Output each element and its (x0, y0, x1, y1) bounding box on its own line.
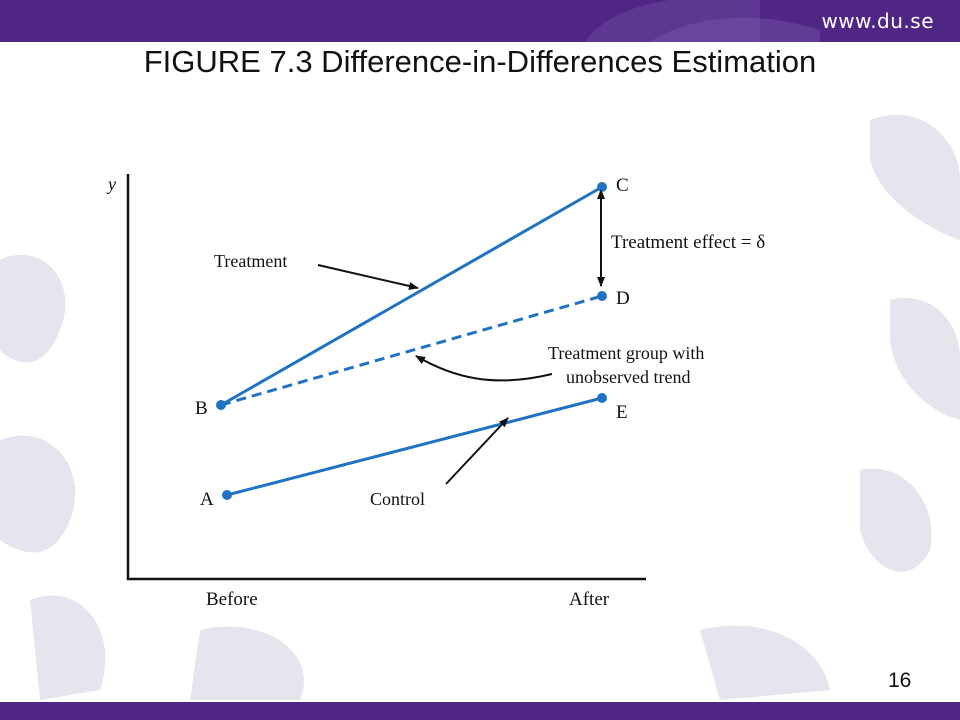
point-e (597, 393, 607, 403)
control-pointer-arrow (445, 417, 509, 485)
treatment-line (220, 185, 603, 407)
point-d (597, 291, 607, 301)
point-label-d: D (616, 288, 630, 309)
slide-number: 16 (888, 669, 912, 692)
point-label-a: A (200, 489, 214, 510)
treatment-pointer-arrow (317, 264, 419, 290)
unobserved-trend-line (220, 294, 603, 407)
unobserved-trend-pointer-arrow (415, 355, 553, 382)
treatment-effect-label: Treatment effect = δ (611, 232, 765, 253)
point-label-c: C (616, 175, 629, 196)
point-a (222, 490, 232, 500)
point-label-e: E (616, 402, 628, 423)
unobserved-trend-label-line1: Treatment group with (548, 343, 704, 363)
control-label: Control (370, 489, 425, 509)
header-bar: www.du.se (0, 0, 960, 42)
y-axis-label: y (106, 174, 116, 194)
treatment-label: Treatment (214, 251, 287, 271)
point-label-b: B (195, 398, 208, 419)
did-diagram: y Before After A B C D E Treatment effec… (106, 174, 765, 610)
site-url[interactable]: www.du.se (821, 9, 934, 33)
footer-bar (0, 702, 960, 720)
x-tick-after: After (569, 589, 610, 610)
point-b (216, 400, 226, 410)
diagram-panel: y Before After A B C D E Treatment effec… (94, 148, 826, 618)
x-tick-before: Before (206, 589, 258, 610)
control-line (226, 396, 603, 497)
header-decor (585, 0, 820, 42)
unobserved-trend-label-line2: unobserved trend (566, 367, 690, 387)
slide-title: FIGURE 7.3 Difference-in-Differences Est… (143, 44, 817, 79)
point-c (597, 182, 607, 192)
